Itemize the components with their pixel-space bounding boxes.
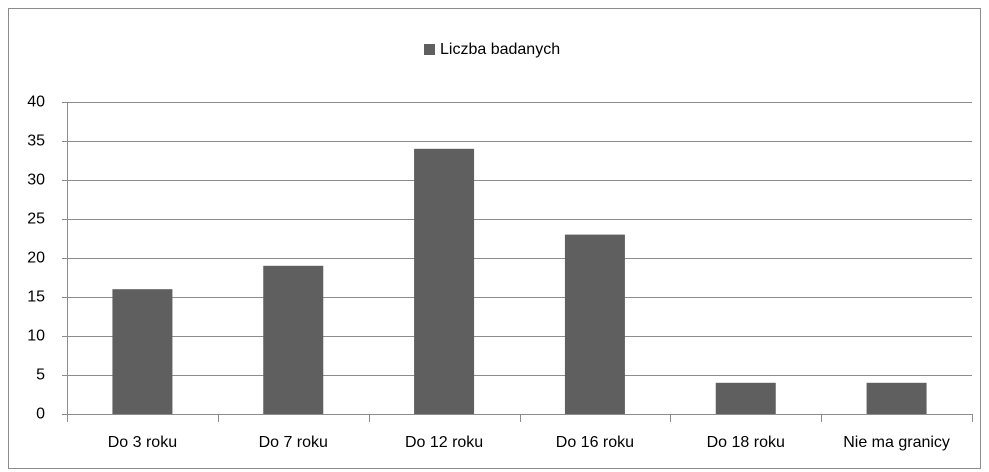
bar [414, 148, 475, 415]
bar [866, 382, 927, 414]
y-tick-label: 35 [27, 133, 45, 150]
y-tick-label: 0 [36, 406, 45, 423]
bar [564, 234, 625, 414]
x-tick-label: Do 16 roku [556, 434, 634, 451]
y-tick-label: 10 [27, 328, 45, 345]
x-tick-label: Nie ma granicy [843, 434, 950, 451]
bar [715, 382, 776, 414]
y-tick-label: 15 [27, 289, 45, 306]
y-tick-label: 20 [27, 250, 45, 267]
legend-swatch [424, 44, 435, 55]
y-tick-label: 40 [27, 94, 45, 111]
x-tick-label: Do 3 roku [108, 434, 177, 451]
x-tick-label: Do 18 roku [707, 434, 785, 451]
y-tick-label: 25 [27, 211, 45, 228]
x-tick-label: Do 7 roku [259, 434, 328, 451]
y-tick-label: 5 [36, 367, 45, 384]
legend-label: Liczba badanych [440, 41, 560, 58]
bar [263, 265, 324, 414]
bar [112, 289, 173, 414]
x-tick-label: Do 12 roku [405, 434, 483, 451]
y-tick-label: 30 [27, 172, 45, 189]
